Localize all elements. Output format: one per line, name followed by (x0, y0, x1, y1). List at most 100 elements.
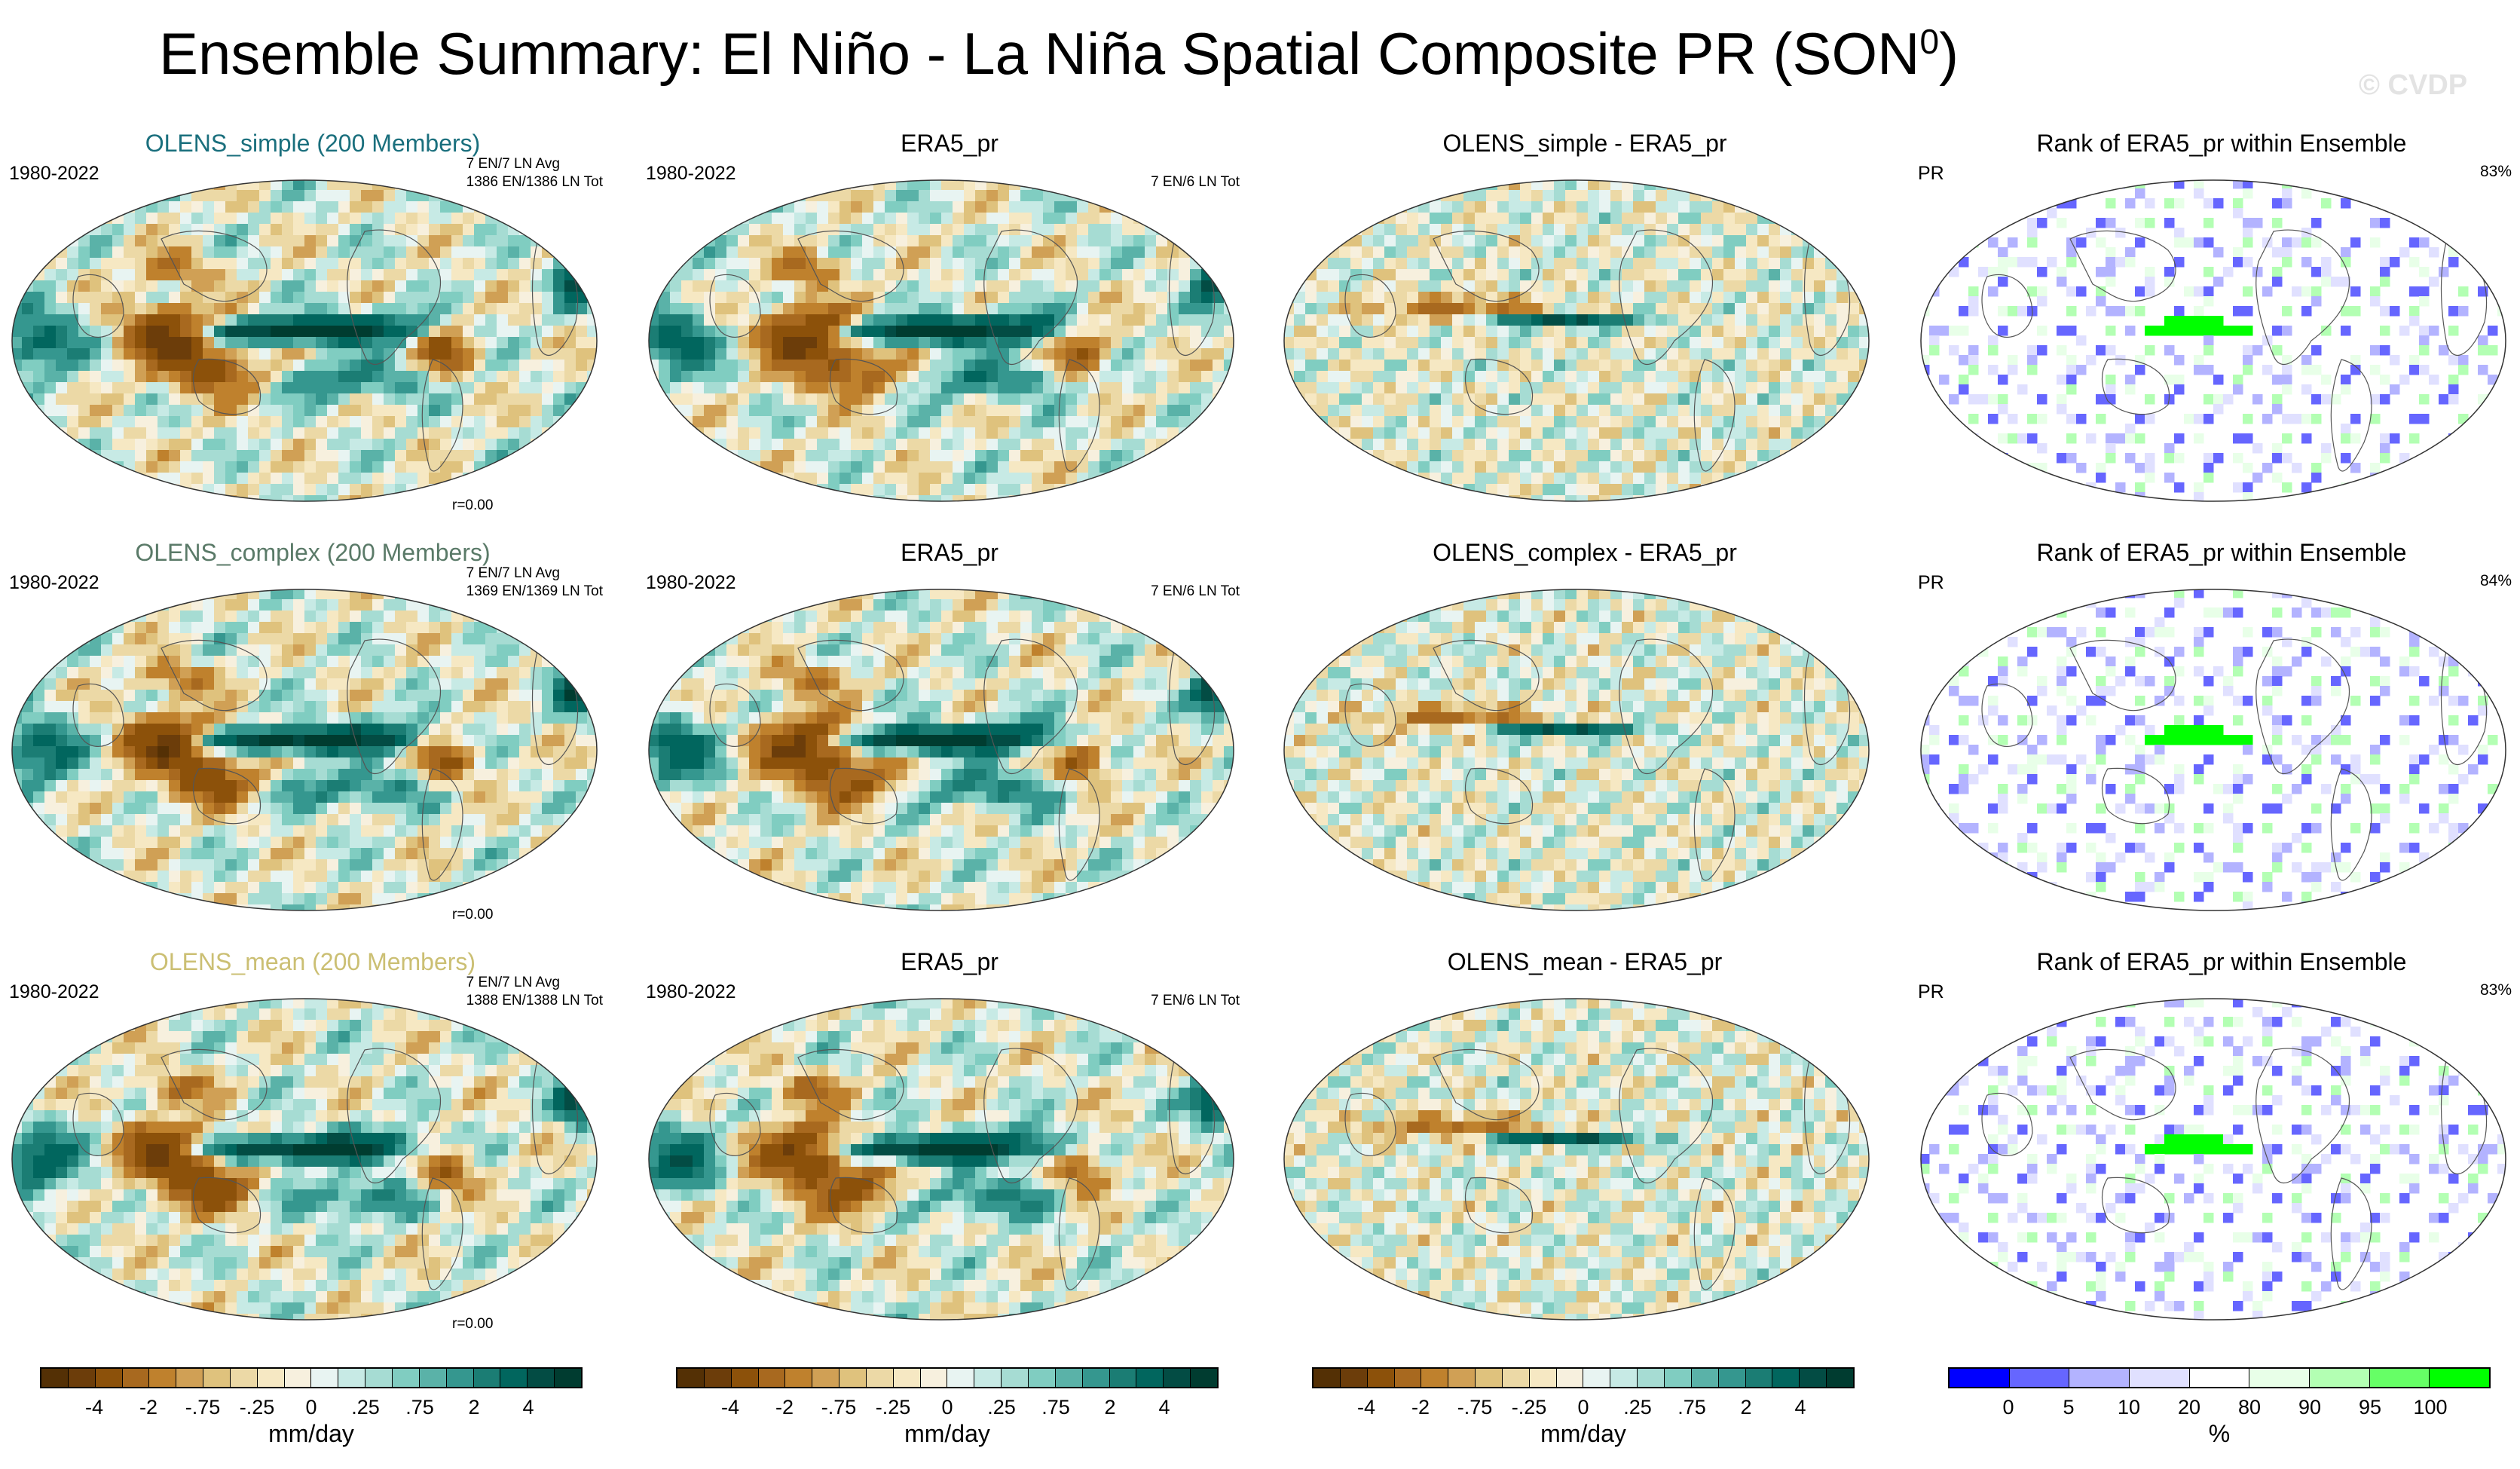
pattern-correlation: r=0.00 (452, 1316, 494, 1332)
colorbar-box (2189, 1369, 2250, 1387)
colorbar-boxes (1312, 1367, 1855, 1388)
colorbar-box (311, 1369, 339, 1387)
panel-title: ERA5_pr (901, 130, 999, 157)
colorbar-tick-label: -4 (720, 1396, 740, 1419)
colorbar-tick-label: 4 (1158, 1396, 1170, 1419)
panel-info: 7 EN/7 LN Avg 1388 EN/1388 LN Tot (466, 974, 603, 1010)
panel-variable: PR (1918, 163, 1944, 184)
panel-title: Rank of ERA5_pr within Ensemble (2036, 539, 2407, 566)
colorbar-box (257, 1369, 285, 1387)
coastline (1619, 1048, 1714, 1184)
figure-title: Ensemble Summary: El Niño - La Niña Spat… (0, 20, 2118, 88)
colorbar-tick-label: .25 (987, 1396, 1016, 1419)
map-border (1920, 589, 2506, 911)
colorbar-difference: mm/day -4 -2 -.75 -.25 0 .25 .75 2 4 (1312, 1367, 1855, 1458)
coastline (829, 358, 898, 415)
colorbar-box (785, 1369, 813, 1387)
colorbar-box (528, 1369, 555, 1387)
colorbar-box (1314, 1369, 1341, 1387)
colorbar-box (176, 1369, 204, 1387)
colorbar-ensemble: mm/day -4 -2 -.75 -.25 0 .25 .75 2 4 (40, 1367, 583, 1458)
panel-title: OLENS_complex - ERA5_pr (1433, 539, 1737, 566)
colorbar-box (203, 1369, 231, 1387)
colorbar-tick-label: 2 (1104, 1396, 1116, 1419)
panel-percent: 84% (2479, 572, 2512, 589)
colorbar-box (419, 1369, 447, 1387)
map-field (1284, 999, 1869, 1320)
panel-observed: ERA5_pr 1980-2022 7 EN/6 LN Tot (637, 948, 1262, 1359)
colorbar-tick-label: 0 (2002, 1396, 2014, 1419)
coastline (2101, 358, 2170, 415)
colorbar-box (1529, 1369, 1557, 1387)
panel-observed: ERA5_pr 1980-2022 7 EN/6 LN Tot (637, 539, 1262, 950)
panel-title: OLENS_simple (200 Members) (145, 130, 481, 157)
coastline (797, 230, 904, 302)
coastline (797, 1048, 904, 1121)
colorbar-tick-label: 4 (522, 1396, 534, 1419)
colorbar-tick-label: -4 (84, 1396, 104, 1419)
map-plot (1920, 589, 2506, 911)
coastline (192, 1177, 261, 1234)
panel-rank: Rank of ERA5_pr within Ensemble PR 84% (1909, 539, 2520, 950)
coastline (1344, 1092, 1396, 1156)
coastline (2101, 767, 2170, 825)
panel-percent: 83% (2479, 981, 2512, 999)
colorbar-tick-label: .75 (1041, 1396, 1070, 1419)
colorbar-tick-label: 5 (2063, 1396, 2075, 1419)
coastline (72, 274, 124, 338)
panel-title: OLENS_mean (200 Members) (149, 948, 476, 975)
colorbar-tick-label: .25 (351, 1396, 380, 1419)
colorbar-unit: mm/day (268, 1420, 354, 1447)
colorbar-tick-label: 95 (2358, 1396, 2382, 1419)
map-plot (648, 179, 1234, 502)
coastline (1433, 639, 1540, 712)
colorbar-box (1191, 1369, 1217, 1387)
colorbar-box (2249, 1369, 2311, 1387)
panel-difference: OLENS_complex - ERA5_pr (1272, 539, 1898, 950)
panel-title: ERA5_pr (901, 948, 999, 975)
coastline (161, 639, 268, 712)
map-plot (1920, 998, 2506, 1321)
map-plot (1283, 998, 1870, 1321)
panel-info-line1: 7 EN/7 LN Avg (466, 156, 560, 172)
colorbar-box (149, 1369, 177, 1387)
coastline (192, 767, 261, 825)
coastline (2330, 1177, 2372, 1290)
coastline (1619, 229, 1714, 366)
colorbar-box (68, 1369, 96, 1387)
colorbar-box (365, 1369, 393, 1387)
coastline (1344, 274, 1396, 338)
coastline (2101, 1177, 2170, 1234)
figure-title-superscript: 0 (1919, 22, 1940, 61)
panel-info-line1: 7 EN/7 LN Avg (466, 565, 560, 581)
map-field (1921, 999, 2506, 1320)
colorbar-box (392, 1369, 420, 1387)
colorbar-box (1502, 1369, 1530, 1387)
colorbar-box (2430, 1369, 2490, 1387)
colorbar-box (284, 1369, 312, 1387)
colorbar-box (758, 1369, 786, 1387)
coastline (2255, 638, 2350, 775)
panel-info-line2: 1369 EN/1369 LN Tot (466, 583, 603, 599)
map-plot (648, 589, 1234, 911)
panel-info: 7 EN/6 LN Tot (1151, 993, 1240, 1008)
colorbar-tick-label: 0 (1577, 1396, 1589, 1419)
coastline (347, 229, 442, 366)
map-field (1921, 180, 2506, 501)
colorbar-tick-label: 10 (2117, 1396, 2141, 1419)
colorbar-box (1367, 1369, 1395, 1387)
panel-info: 7 EN/6 LN Tot (1151, 583, 1240, 599)
coastline (1464, 767, 1534, 825)
coastline (983, 638, 1078, 775)
map-field (12, 999, 597, 1320)
coastline (347, 1048, 442, 1184)
colorbar-box (473, 1369, 501, 1387)
panel-years: 1980-2022 (9, 572, 99, 593)
colorbar-box (920, 1369, 948, 1387)
colorbar-tick-label: 0 (941, 1396, 953, 1419)
coastline (2255, 229, 2350, 366)
map-field (12, 589, 597, 910)
panel-info-line1: 7 EN/7 LN Avg (466, 975, 560, 990)
coastline (421, 359, 463, 472)
colorbar-unit: mm/day (904, 1420, 990, 1447)
